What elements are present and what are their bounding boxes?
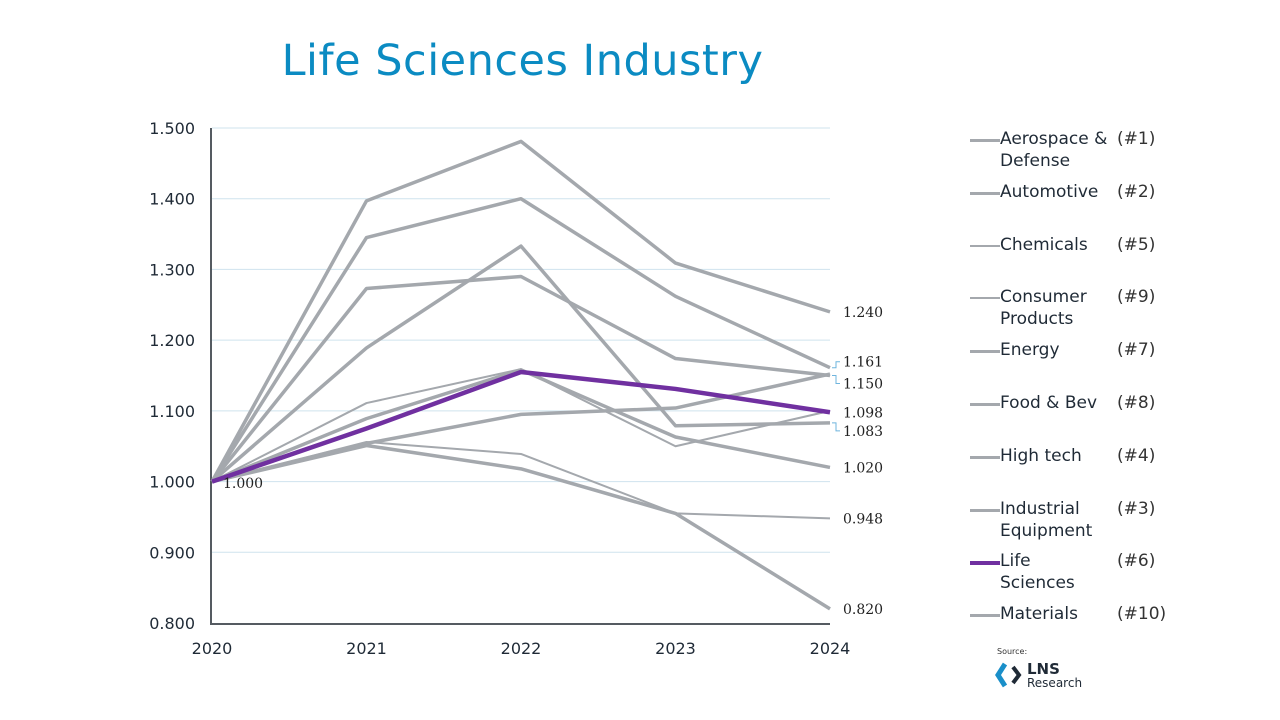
legend-item: Automotive (#2)	[970, 181, 1170, 231]
y-tick-label: 1.000	[149, 473, 195, 492]
legend-rank: (#10)	[1117, 604, 1167, 625]
label-leader-line	[832, 361, 840, 369]
legend-label: Aerospace & Defense	[1000, 129, 1108, 171]
legend-item: Life Sciences (#6)	[970, 550, 1170, 600]
series-line-life-sciences	[211, 369, 831, 484]
legend-label: Industrial Equipment	[1000, 498, 1093, 541]
logo-text: LNS	[1027, 660, 1060, 678]
logo-subtext: Research	[1027, 676, 1083, 690]
legend-item: High tech (#4)	[970, 445, 1170, 495]
legend-label: Food & Bev	[1000, 393, 1098, 413]
y-tick-label: 1.100	[149, 402, 195, 421]
end-data-label: 0.820	[843, 602, 883, 618]
legend-label: Energy	[1000, 340, 1060, 361]
legend-item: Consumer Products (#9)	[970, 286, 1170, 336]
legend-label: Automotive	[1000, 181, 1099, 202]
legend-rank: (#4)	[1117, 445, 1156, 466]
legend-swatch	[970, 508, 1000, 512]
x-tick-label: 2023	[655, 639, 696, 658]
legend-swatch	[970, 455, 1000, 459]
y-tick-label: 1.200	[149, 331, 195, 350]
legend-rank: (#9)	[1117, 287, 1156, 308]
legend-label: High tech	[1000, 445, 1082, 466]
legend-item: Industrial Equipment (#3)	[970, 498, 1170, 548]
end-data-label: 0.948	[843, 511, 883, 527]
y-tick-label: 1.300	[149, 260, 195, 279]
series-line-consumer-products	[211, 440, 831, 520]
series-line-automotive	[210, 196, 831, 483]
y-tick-label: 0.900	[149, 543, 195, 562]
x-tick-label: 2022	[501, 639, 542, 658]
y-tick-label: 1.400	[149, 190, 195, 209]
legend-rank: (#7)	[1117, 340, 1156, 361]
start-data-label: 1.000	[223, 476, 263, 492]
end-data-label: 1.098	[843, 405, 883, 421]
legend-swatch	[970, 139, 1000, 142]
end-data-label: 1.020	[843, 460, 883, 476]
x-tick-label: 2020	[192, 639, 233, 658]
label-leader-line	[832, 375, 840, 384]
y-tick-label: 1.500	[149, 119, 195, 138]
legend-rank: (#8)	[1117, 393, 1156, 413]
legend-rank: (#6)	[1117, 551, 1156, 572]
legend-rank: (#1)	[1117, 129, 1156, 149]
series-line-high-tech	[210, 274, 831, 483]
legend-label: Materials	[1000, 604, 1078, 625]
chart-title: Life Sciences Industry	[281, 36, 764, 86]
lns-logo-icon	[995, 662, 1022, 688]
legend-item: Energy (#7)	[970, 339, 1170, 389]
legend-item: Chemicals (#5)	[970, 234, 1170, 284]
x-tick-label: 2021	[346, 639, 387, 658]
end-data-label: 1.083	[843, 424, 883, 440]
legend-swatch	[970, 350, 1000, 354]
legend-label: Consumer Products	[1000, 287, 1087, 330]
legend-swatch	[970, 191, 1000, 195]
legend-label: Chemicals	[1000, 234, 1088, 255]
label-leader-line	[832, 422, 840, 432]
source-label: Source:	[997, 647, 1028, 656]
legend-swatch	[970, 614, 1000, 618]
legend-rank: (#2)	[1117, 181, 1156, 202]
end-data-label: 1.150	[843, 377, 883, 393]
series-line-materials	[211, 443, 831, 611]
legend-rank: (#3)	[1117, 498, 1156, 519]
y-tick-label: 0.800	[149, 614, 195, 633]
legend-swatch	[970, 244, 1000, 247]
end-data-label: 1.161	[843, 355, 883, 371]
legend-item: Aerospace & Defense (#1)	[970, 128, 1170, 178]
end-data-label: 1.240	[843, 305, 883, 321]
legend-swatch	[970, 403, 1000, 406]
legend-swatch	[970, 297, 1000, 300]
legend-item: Food & Bev (#8)	[970, 392, 1170, 442]
series-line-energy	[210, 244, 831, 483]
legend-rank: (#5)	[1117, 234, 1156, 255]
legend-label: Life Sciences	[1000, 551, 1075, 594]
series-line-aerospace-defense	[210, 139, 831, 483]
legend-swatch	[970, 561, 1000, 566]
series-line-industrial-equipment	[211, 372, 831, 484]
legend-item: Materials (#10)	[970, 603, 1170, 653]
x-tick-label: 2024	[810, 639, 851, 658]
